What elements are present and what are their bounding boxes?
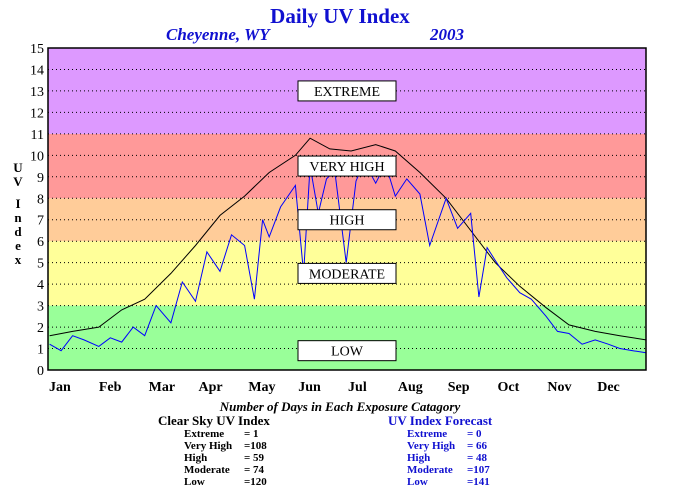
exposure-title: Number of Days in Each Exposure Catagory <box>219 399 461 414</box>
y-tick-label: 8 <box>37 192 44 207</box>
stat-label: Very High <box>184 440 233 452</box>
band-label-moderate: MODERATE <box>297 262 397 284</box>
band-label-extreme: EXTREME <box>297 80 397 102</box>
y-tick-label: 3 <box>37 300 44 315</box>
stat-label: Extreme <box>184 428 225 440</box>
x-tick-label: Dec <box>597 380 620 395</box>
x-tick-label: Oct <box>498 380 520 395</box>
x-tick-label: Jun <box>298 380 321 395</box>
band-label-high: HIGH <box>297 209 397 231</box>
y-axis-label-letter: e <box>15 238 21 253</box>
stat-value: =120 <box>244 476 267 488</box>
stat-value: =108 <box>244 440 267 452</box>
y-axis-label-letter: d <box>14 224 22 239</box>
band-label-text: LOW <box>331 345 364 360</box>
stat-label: Very High <box>407 440 456 452</box>
band-label-box <box>297 262 397 284</box>
y-axis-label-letter: U <box>13 160 23 175</box>
clear-sky-stats: Clear Sky UV Index Extreme = 1 Very High =… <box>158 413 284 488</box>
y-tick-label: 5 <box>37 257 44 272</box>
x-tick-label: Sep <box>448 380 470 395</box>
stat-row: Moderate = 74 <box>184 464 284 476</box>
x-tick-label: Apr <box>199 380 223 395</box>
stat-value: = 1 <box>244 428 259 440</box>
stat-label: Moderate <box>407 464 453 476</box>
y-tick-label: 9 <box>37 171 44 186</box>
stat-row: Very High = 66 <box>407 440 507 452</box>
band-label-box <box>297 80 397 102</box>
x-tick-label: Mar <box>149 380 175 395</box>
stat-label: High <box>407 452 431 464</box>
y-tick-label: 7 <box>37 214 44 229</box>
x-tick-label: Jul <box>348 380 367 395</box>
x-tick-label: May <box>248 380 275 395</box>
y-tick-label: 14 <box>30 63 44 78</box>
stat-value: = 0 <box>467 428 482 440</box>
band-label-box <box>297 209 397 231</box>
stat-row: High = 48 <box>407 452 507 464</box>
y-axis-label-letter: I <box>15 196 20 211</box>
x-tick-label: Feb <box>99 380 122 395</box>
category-labels: LOW MODERATE HIGH VERY HIGH EXTREME <box>297 80 397 362</box>
stat-label: High <box>184 452 208 464</box>
stat-row: Very High =108 <box>184 440 284 452</box>
band-label-text: VERY HIGH <box>309 160 384 175</box>
y-tick-label: 12 <box>30 106 44 121</box>
y-tick-label: 2 <box>37 321 44 336</box>
x-tick-label: Nov <box>547 380 571 395</box>
stat-row: Low =120 <box>184 476 284 488</box>
stat-row: Extreme = 1 <box>184 428 284 440</box>
y-tick-label: 15 <box>30 42 44 57</box>
plot-frame <box>47 47 647 371</box>
stat-label: Extreme <box>407 428 448 440</box>
year-label: 2003 <box>430 25 464 44</box>
y-tick-label: 11 <box>31 128 44 143</box>
y-tick-label: 13 <box>30 85 44 100</box>
band-label-text: EXTREME <box>314 85 380 100</box>
stat-value: = 59 <box>244 452 265 464</box>
stat-value: = 48 <box>467 452 488 464</box>
stat-row: Moderate =107 <box>407 464 507 476</box>
stat-label: Moderate <box>184 464 230 476</box>
stat-value: =141 <box>467 476 490 488</box>
stat-label: Low <box>407 476 428 488</box>
stat-value: =107 <box>467 464 490 476</box>
stat-label: Low <box>184 476 205 488</box>
clear-sky-heading: Clear Sky UV Index <box>158 413 270 428</box>
y-tick-label: 0 <box>37 364 44 379</box>
band-label-text: MODERATE <box>309 267 385 282</box>
y-tick-label: 4 <box>37 278 44 293</box>
band-label-text: HIGH <box>330 214 365 229</box>
stat-value: = 66 <box>467 440 488 452</box>
stat-row: Low =141 <box>407 476 507 488</box>
x-tick-label: Aug <box>398 380 423 395</box>
stat-row: High = 59 <box>184 452 284 464</box>
forecast-heading: UV Index Forecast <box>388 413 493 428</box>
x-tick-labels: Jan Feb Mar Apr May Jun Jul Aug Sep Oct Nov Dec <box>49 380 620 395</box>
stat-value: = 74 <box>244 464 265 476</box>
band-label-box <box>297 340 397 362</box>
y-tick-label: 6 <box>37 235 44 250</box>
band-label-very-high: VERY HIGH <box>297 155 397 177</box>
y-tick-label: 10 <box>30 149 44 164</box>
x-tick-label: Jan <box>49 380 71 395</box>
location-label: Cheyenne, WY <box>166 25 270 44</box>
band-label-box <box>297 155 397 177</box>
y-axis-label-letter: n <box>14 210 22 225</box>
y-axis-label-letter: x <box>15 252 22 267</box>
forecast-stats: UV Index Forecast Extreme = 0 Very High = … <box>388 413 507 488</box>
y-tick-label: 1 <box>37 343 44 358</box>
y-axis-label-letter: V <box>13 174 23 189</box>
stat-row: Extreme = 0 <box>407 428 507 440</box>
band-label-low: LOW <box>297 340 397 362</box>
chart-title: Daily UV Index <box>270 4 410 28</box>
series-line-clear-sky <box>49 137 647 341</box>
